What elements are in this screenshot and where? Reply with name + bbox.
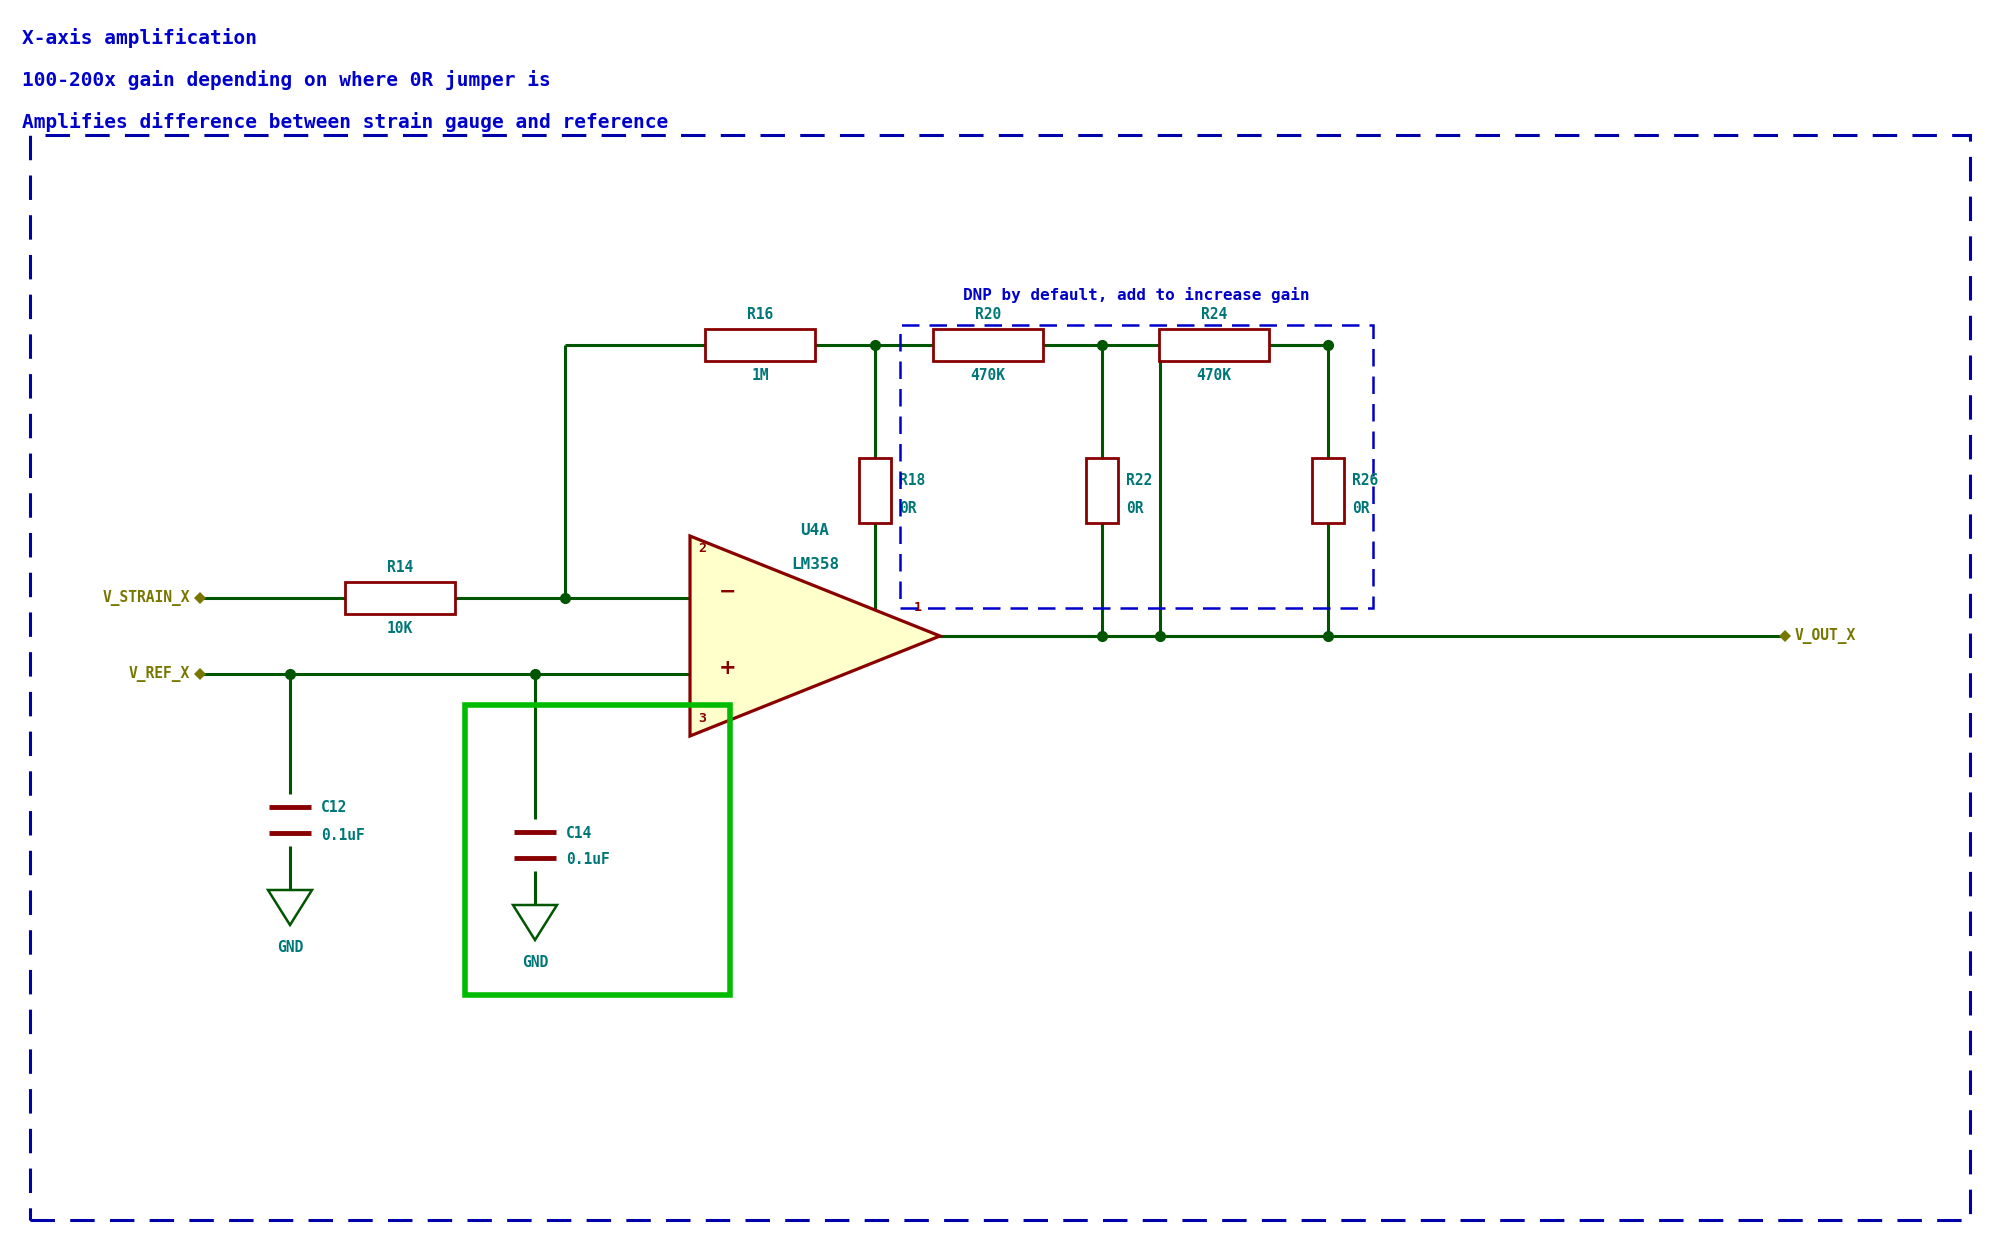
Text: R22: R22 (1126, 472, 1152, 488)
Text: 10K: 10K (386, 621, 414, 636)
Text: 2: 2 (698, 541, 706, 555)
Text: V_REF_X: V_REF_X (128, 666, 190, 682)
Text: 0.1uF: 0.1uF (566, 853, 610, 868)
Polygon shape (690, 536, 940, 736)
Polygon shape (268, 890, 312, 925)
Text: R24: R24 (1200, 308, 1228, 322)
Bar (704, 329, 816, 361)
Text: 470K: 470K (970, 368, 1006, 382)
Bar (30, 135, 1970, 1220)
Text: 0R: 0R (900, 501, 916, 516)
Bar (900, 325, 1372, 608)
Text: 1: 1 (914, 601, 922, 614)
Text: R18: R18 (900, 472, 926, 488)
Text: LM358: LM358 (790, 558, 840, 572)
Bar (1312, 458, 1344, 522)
Text: V_STRAIN_X: V_STRAIN_X (102, 590, 190, 606)
Text: 0.1uF: 0.1uF (320, 828, 364, 842)
Bar (466, 705, 730, 995)
Bar (1086, 458, 1118, 522)
Text: V_OUT_X: V_OUT_X (1796, 628, 1856, 644)
Text: R14: R14 (386, 560, 414, 575)
Bar (346, 582, 456, 614)
Bar (1160, 329, 1270, 361)
Text: GND: GND (522, 955, 548, 970)
Text: R26: R26 (1352, 472, 1378, 488)
Text: X-axis amplification: X-axis amplification (22, 28, 256, 48)
Polygon shape (512, 905, 556, 940)
Text: R16: R16 (746, 308, 774, 322)
Bar (860, 458, 892, 522)
Text: 3: 3 (698, 712, 706, 725)
Text: Amplifies difference between strain gauge and reference: Amplifies difference between strain gaug… (22, 112, 668, 132)
Text: 1M: 1M (752, 368, 768, 382)
Text: C12: C12 (320, 800, 348, 815)
Text: U4A: U4A (800, 522, 830, 538)
Text: C14: C14 (566, 825, 592, 840)
Text: 100-200x gain depending on where 0R jumper is: 100-200x gain depending on where 0R jump… (22, 70, 550, 90)
Text: GND: GND (276, 940, 304, 955)
Text: DNP by default, add to increase gain: DNP by default, add to increase gain (964, 288, 1310, 302)
Bar (932, 329, 1044, 361)
Text: +: + (720, 658, 736, 678)
Text: −: − (720, 582, 736, 602)
Text: 470K: 470K (1196, 368, 1232, 382)
Text: 0R: 0R (1126, 501, 1144, 516)
Text: R20: R20 (974, 308, 1002, 322)
Text: 0R: 0R (1352, 501, 1370, 516)
